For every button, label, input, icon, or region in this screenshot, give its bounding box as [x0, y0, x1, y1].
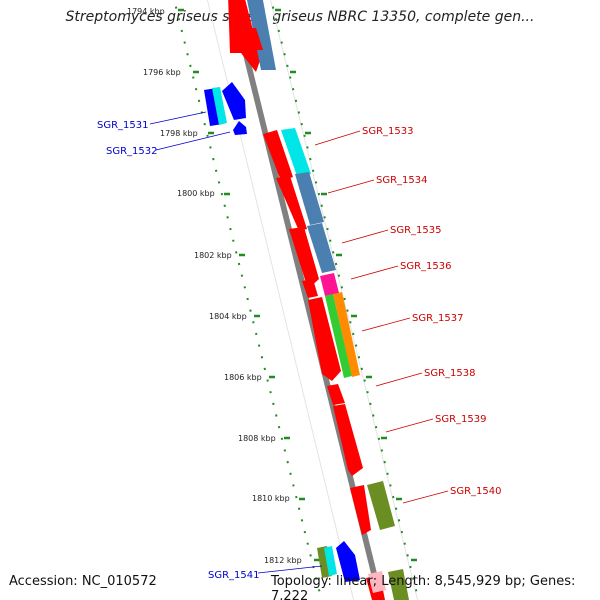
leader-sgr-1539 — [385, 418, 434, 433]
gene-sgr-1537-green[interactable] — [325, 294, 352, 378]
gene-sgr-1540[interactable] — [367, 481, 395, 530]
gene-sgr-1535[interactable] — [289, 227, 319, 289]
leader-sgr-1540 — [402, 490, 449, 504]
scale-dotted-line-left — [173, 0, 323, 600]
gene-sgr-1533[interactable] — [263, 130, 293, 181]
scale-label-1796: 1796 kbp — [143, 68, 181, 77]
scale-label-1808: 1808 kbp — [238, 434, 276, 443]
label-sgr-1539[interactable]: SGR_1539 — [435, 414, 487, 425]
gene-sgr-1539[interactable] — [333, 404, 363, 476]
genome-title: Streptomyces griseus subsp. griseus NBRC… — [65, 9, 535, 25]
gene-sgr-1534-blue[interactable] — [295, 172, 324, 225]
scale-label-1798: 1798 kbp — [160, 129, 198, 138]
leader-sgr-1531 — [149, 111, 207, 125]
leader-sgr-1533 — [314, 130, 361, 146]
gene-sgr-1540-red[interactable] — [350, 485, 371, 535]
label-sgr-1538[interactable]: SGR_1538 — [424, 368, 476, 379]
gene-sgr-1537[interactable] — [308, 297, 341, 381]
gene-sgr-1531-cyan[interactable] — [212, 87, 227, 125]
gene-sgr-1541-cyan[interactable] — [324, 546, 337, 576]
gene-sgr-1536-red[interactable] — [302, 279, 318, 298]
label-sgr-1540[interactable]: SGR_1540 — [450, 486, 502, 497]
label-sgr-1532[interactable]: SGR_1532 — [106, 146, 158, 157]
scale-label-1800: 1800 kbp — [177, 189, 215, 198]
gene-block-top-red-1[interactable] — [228, 0, 265, 72]
accession-label: Accession: NC_010572 — [9, 574, 157, 589]
scale-label-1794: 1794 kbp — [127, 7, 165, 16]
leader-sgr-1536 — [350, 265, 399, 280]
gene-block-top-red-2[interactable] — [245, 28, 263, 50]
gene-sgr-1534[interactable] — [276, 176, 307, 231]
label-sgr-1533[interactable]: SGR_1533 — [362, 126, 414, 137]
gene-block-top-steelblue[interactable] — [246, 0, 276, 70]
label-sgr-1534[interactable]: SGR_1534 — [376, 175, 428, 186]
gene-sgr-1538[interactable] — [327, 384, 345, 405]
gene-sgr-1532[interactable] — [233, 121, 247, 135]
topology-summary: Topology: linear; Length: 8,545,929 bp; … — [271, 574, 576, 600]
label-sgr-1531[interactable]: SGR_1531 — [97, 120, 149, 131]
leader-sgr-1541 — [257, 565, 323, 574]
scale-label-1810: 1810 kbp — [252, 494, 290, 503]
scale-label-1802: 1802 kbp — [194, 251, 232, 260]
scale-label-1812: 1812 kbp — [264, 556, 302, 565]
scale-dotted-line-right — [270, 0, 420, 600]
gene-bottom-pink[interactable] — [368, 571, 386, 593]
gene-sgr-1531-blue-b[interactable] — [222, 82, 246, 120]
gene-sgr-1535-blue[interactable] — [307, 223, 336, 273]
gene-sgr-1533-cyan[interactable] — [281, 128, 311, 176]
leader-sgr-1538 — [375, 372, 423, 387]
scale-label-1804: 1804 kbp — [209, 312, 247, 321]
gene-bottom-olive[interactable] — [388, 569, 409, 600]
leader-sgr-1534 — [327, 179, 375, 194]
gene-sgr-1536[interactable] — [320, 273, 339, 296]
leader-sgr-1535 — [341, 229, 389, 244]
scale-label-1806: 1806 kbp — [224, 373, 262, 382]
leader-sgr-1532 — [155, 131, 231, 151]
label-sgr-1541[interactable]: SGR_1541 — [208, 570, 260, 581]
label-sgr-1535[interactable]: SGR_1535 — [390, 225, 442, 236]
label-sgr-1536[interactable]: SGR_1536 — [400, 261, 452, 272]
label-sgr-1537[interactable]: SGR_1537 — [412, 313, 464, 324]
gene-sgr-1537-orange[interactable] — [333, 292, 360, 377]
gene-sgr-1541[interactable] — [336, 541, 360, 582]
leader-sgr-1537 — [361, 317, 411, 332]
